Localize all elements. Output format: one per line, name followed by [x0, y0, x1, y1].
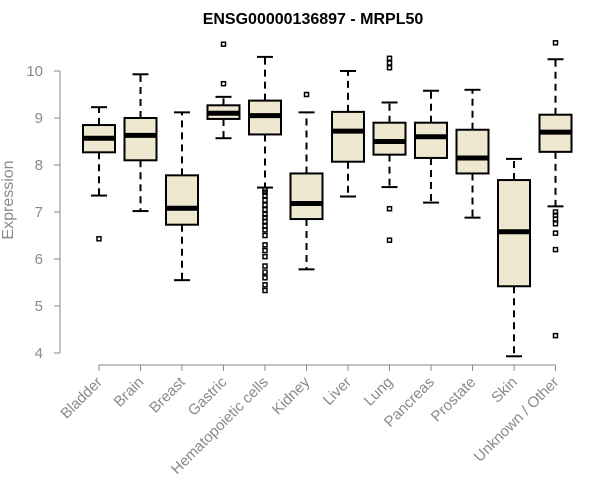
y-tick-label: 4 — [35, 345, 43, 362]
y-axis: 4 5 6 7 8 9 10 — [26, 63, 61, 362]
outlier-point — [262, 253, 268, 260]
box-group — [331, 70, 365, 198]
y-axis-label: Expression — [0, 160, 17, 239]
box-group — [497, 157, 531, 358]
outlier-point — [262, 206, 268, 213]
outlier-point — [262, 282, 268, 288]
outlier-point — [552, 221, 559, 227]
plot-area — [82, 40, 573, 358]
box-group — [455, 88, 490, 219]
iqr-box — [123, 117, 158, 162]
iqr-box — [414, 121, 448, 159]
chart-title: ENSG00000136897 - MRPL50 — [203, 11, 424, 28]
outlier-point — [220, 80, 227, 87]
box-group — [82, 106, 116, 242]
box-group — [538, 40, 573, 339]
y-tick-label: 9 — [35, 110, 43, 127]
outlier-point — [262, 202, 268, 208]
outlier-point — [386, 55, 393, 62]
x-tick-label: Liver — [320, 374, 355, 409]
x-tick-label: Bladder — [57, 374, 106, 423]
outlier-point — [262, 287, 268, 294]
x-tick-label: Prostate — [428, 374, 480, 426]
outlier-point — [552, 216, 559, 222]
box-group — [372, 55, 407, 243]
iqr-box — [372, 121, 407, 156]
outlier-point — [262, 242, 268, 248]
outlier-point — [96, 236, 102, 242]
box-group — [206, 41, 241, 140]
outlier-point — [262, 218, 268, 225]
box-group — [414, 89, 448, 204]
outlier-point — [552, 246, 559, 253]
box-group — [123, 73, 158, 213]
outlier-point — [552, 40, 559, 46]
outlier-point — [220, 41, 227, 47]
y-tick-label: 7 — [35, 204, 43, 221]
outlier-point — [386, 237, 393, 243]
outlier-point — [262, 227, 268, 233]
outlier-point — [303, 91, 310, 98]
y-tick-label: 6 — [35, 251, 43, 268]
outlier-point — [552, 230, 559, 236]
outlier-point — [262, 192, 268, 199]
outlier-point — [386, 64, 393, 71]
iqr-box — [289, 172, 324, 221]
iqr-box — [455, 128, 490, 175]
outlier-point — [262, 247, 268, 254]
y-tick-label: 5 — [35, 298, 43, 315]
outlier-point — [386, 205, 393, 212]
iqr-box — [331, 110, 365, 163]
outlier-point — [262, 263, 268, 269]
outlier-point — [552, 332, 559, 339]
x-tick-label: Brain — [111, 374, 148, 411]
y-tick-label: 10 — [26, 63, 43, 80]
x-tick-label: Breast — [146, 373, 189, 416]
x-tick-label: Kidney — [269, 373, 314, 418]
outlier-point — [386, 60, 393, 66]
outlier-point — [262, 269, 268, 275]
y-tick-label: 8 — [35, 157, 43, 174]
outlier-point — [262, 275, 268, 281]
box-group — [165, 111, 199, 282]
x-tick-label: Lung — [361, 374, 397, 410]
box-group — [289, 91, 324, 271]
outlier-point — [262, 232, 268, 239]
outlier-point — [262, 197, 268, 203]
iqr-box — [165, 174, 199, 226]
x-tick-label: Skin — [488, 374, 521, 407]
box-group — [248, 55, 282, 294]
